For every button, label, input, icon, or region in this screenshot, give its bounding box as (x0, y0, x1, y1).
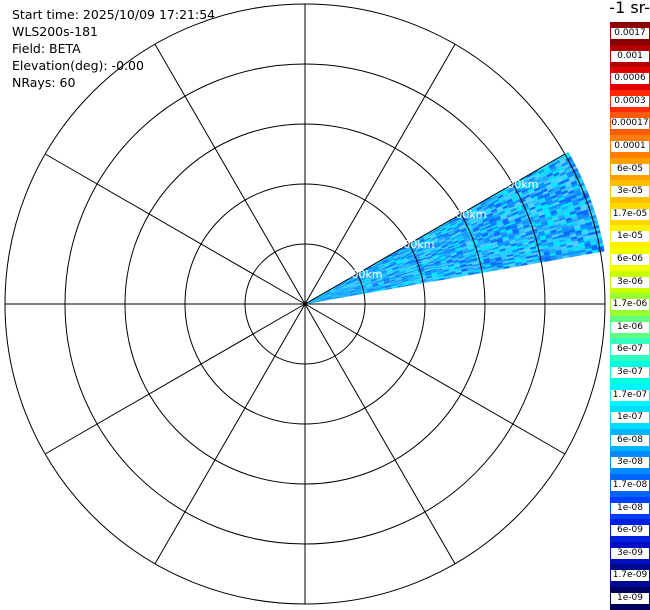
colorbar-cell: 3e-05 (610, 180, 650, 204)
colorbar-cell: 6e-09 (610, 519, 650, 543)
range-label: 4.00km (497, 178, 539, 191)
nrays-text: NRays: 60 (12, 75, 76, 90)
colorbar-cell: 1e-07 (610, 406, 650, 430)
colorbar-label: 1e-07 (611, 412, 649, 424)
range-label: 2.00km (393, 238, 435, 251)
colorbar: 0.0017 0.001 0.0006 0.0003 0.00017 0.0001 6e-0… (610, 22, 650, 610)
colorbar-label: 1e-05 (611, 231, 649, 243)
colorbar-label: 1.7e-06 (611, 299, 649, 311)
colorbar-label: 0.001 (611, 50, 649, 62)
range-label: 3.00km (445, 208, 487, 221)
colorbar-cell: 1.7e-06 (610, 293, 650, 317)
azimuth-spoke (44, 153, 306, 305)
colorbar-cell: 3e-07 (610, 361, 650, 384)
azimuth-spoke (304, 303, 456, 565)
colorbar-label: 6e-07 (611, 344, 649, 356)
colorbar-label: 0.0006 (611, 73, 649, 85)
azimuth-spoke (154, 43, 306, 305)
polar-grid (4, 3, 606, 605)
colorbar-cell: 1.7e-08 (610, 474, 650, 497)
colorbar-label: 1.7e-05 (611, 208, 649, 220)
colorbar-label: 1.7e-08 (611, 480, 649, 491)
elevation-text: Elevation(deg): -0.00 (12, 58, 144, 73)
colorbar-cell: 3e-08 (610, 451, 650, 475)
azimuth-spoke (304, 43, 456, 305)
field-text: Field: BETA (12, 41, 81, 56)
scan-info-panel: Start time: 2025/10/09 17:21:54 WLS200s-… (12, 6, 215, 91)
colorbar-label: 3e-05 (611, 186, 649, 198)
colorbar-cell: 1e-09 (610, 587, 650, 610)
colorbar-label: 6e-09 (611, 525, 649, 537)
colorbar-label: 1e-08 (611, 502, 649, 514)
range-labels: 1.00km 2.00km 3.00km 4.00km (341, 178, 538, 281)
colorbar-cell: 1.7e-05 (610, 202, 650, 226)
colorbar-label: 6e-08 (611, 434, 649, 446)
colorbar-cell: 6e-08 (610, 428, 650, 452)
colorbar-cell: 0.00017 (610, 112, 650, 136)
azimuth-spoke (44, 303, 306, 455)
colorbar-label: 3e-07 (611, 367, 649, 378)
colorbar-label: 0.0001 (611, 141, 649, 152)
start-time-text: Start time: 2025/10/09 17:21:54 (12, 7, 216, 22)
colorbar-label: 1.7e-09 (611, 570, 649, 582)
colorbar-cell: 1.7e-09 (610, 564, 650, 588)
colorbar-cell: 1e-06 (610, 315, 650, 339)
colorbar-label: 1e-09 (611, 593, 649, 604)
colorbar-cell: 1.7e-07 (610, 383, 650, 407)
colorbar-cell: 0.0001 (610, 135, 650, 158)
polar-ppi-plot: 1.00km 2.00km 3.00km 4.00km (4, 3, 606, 605)
colorbar-label: 0.0003 (611, 95, 649, 107)
beta-data-sector (308, 151, 605, 304)
colorbar-cell: 1e-05 (610, 225, 650, 249)
instrument-text: WLS200s-181 (12, 24, 98, 39)
azimuth-spoke (304, 303, 566, 455)
colorbar-label: 0.00017 (611, 118, 649, 130)
colorbar-cell: 6e-07 (610, 338, 650, 362)
colorbar-cell: 0.001 (610, 44, 650, 68)
range-label: 1.00km (341, 268, 383, 281)
colorbar-label: 3e-06 (611, 276, 649, 288)
colorbar-label: 3e-08 (611, 457, 649, 469)
azimuth-spoke (304, 153, 566, 305)
colorbar-label: 0.0017 (611, 28, 649, 39)
colorbar-cell: 3e-06 (610, 270, 650, 294)
colorbar-cell: 6e-05 (610, 157, 650, 181)
colorbar-label: 6e-05 (611, 163, 649, 175)
colorbar-cell: 6e-06 (610, 248, 650, 271)
colorbar-label: 1.7e-07 (611, 389, 649, 401)
colorbar-label: 6e-06 (611, 254, 649, 265)
colorbar-cell: 0.0017 (610, 22, 650, 45)
azimuth-spoke (154, 303, 306, 565)
colorbar-cell: 3e-09 (610, 541, 650, 565)
colorbar-label: 3e-09 (611, 547, 649, 559)
colorbar-label: 1e-06 (611, 321, 649, 333)
colorbar-title: -1 sr- (609, 0, 650, 17)
colorbar-cell: 0.0006 (610, 67, 650, 91)
colorbar-cell: 0.0003 (610, 89, 650, 113)
colorbar-cell: 1e-08 (610, 496, 650, 520)
